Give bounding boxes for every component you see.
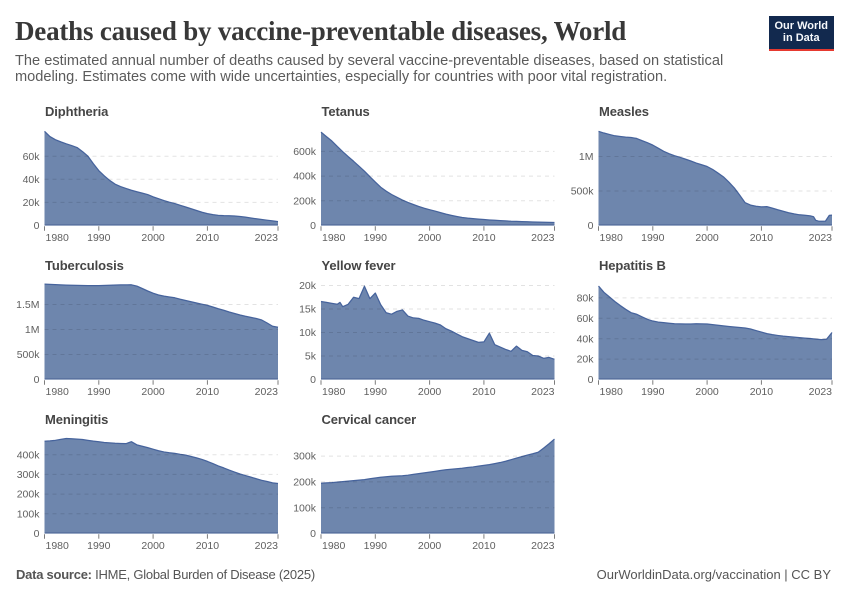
svg-text:Hepatitis B: Hepatitis B [599,258,666,273]
svg-text:40k: 40k [577,333,595,345]
svg-text:Measles: Measles [599,104,649,119]
svg-text:0: 0 [310,374,316,386]
svg-text:5k: 5k [305,351,317,363]
svg-text:0: 0 [34,374,40,386]
svg-text:0: 0 [588,374,594,386]
svg-text:2000: 2000 [141,232,165,244]
svg-text:2010: 2010 [196,386,220,398]
svg-text:200k: 200k [17,489,41,501]
svg-text:1980: 1980 [322,386,346,398]
svg-text:1990: 1990 [641,386,665,398]
svg-text:200k: 200k [293,195,317,207]
svg-text:1980: 1980 [322,540,346,552]
svg-text:1M: 1M [579,151,594,163]
svg-text:Tetanus: Tetanus [322,104,370,119]
svg-text:60k: 60k [577,313,595,325]
svg-text:1990: 1990 [641,232,665,244]
svg-text:2000: 2000 [418,386,442,398]
svg-text:600k: 600k [293,146,317,158]
svg-text:400k: 400k [17,449,41,461]
svg-text:2023: 2023 [255,540,279,552]
svg-text:0: 0 [34,220,40,232]
svg-text:2000: 2000 [418,540,442,552]
svg-text:100k: 100k [17,508,41,520]
svg-text:2010: 2010 [750,232,774,244]
svg-text:2023: 2023 [255,386,279,398]
svg-text:2010: 2010 [196,540,220,552]
svg-text:1980: 1980 [46,232,70,244]
svg-text:10k: 10k [299,327,317,339]
svg-text:1990: 1990 [364,540,388,552]
svg-text:60k: 60k [23,151,41,163]
svg-text:2023: 2023 [531,232,555,244]
svg-text:200k: 200k [293,477,317,489]
svg-text:1990: 1990 [364,232,388,244]
svg-text:Cervical cancer: Cervical cancer [322,412,417,427]
svg-text:2023: 2023 [531,540,555,552]
svg-text:2010: 2010 [196,232,220,244]
svg-text:100k: 100k [293,502,317,514]
svg-text:2010: 2010 [472,232,496,244]
svg-text:1990: 1990 [87,232,111,244]
svg-text:Meningitis: Meningitis [45,412,108,427]
svg-text:Tuberculosis: Tuberculosis [45,258,124,273]
svg-text:300k: 300k [17,469,41,481]
svg-text:0: 0 [310,528,316,540]
svg-text:500k: 500k [17,349,41,361]
svg-text:2023: 2023 [809,232,833,244]
svg-text:1980: 1980 [46,540,70,552]
svg-text:1.5M: 1.5M [16,299,39,311]
svg-text:20k: 20k [299,280,317,292]
svg-text:2000: 2000 [418,232,442,244]
svg-text:400k: 400k [293,171,317,183]
svg-text:2010: 2010 [750,386,774,398]
svg-text:0: 0 [588,220,594,232]
svg-text:1980: 1980 [600,386,624,398]
svg-text:1980: 1980 [322,232,346,244]
svg-text:2023: 2023 [809,386,833,398]
svg-text:1990: 1990 [87,540,111,552]
svg-text:2023: 2023 [531,386,555,398]
svg-text:0: 0 [310,220,316,232]
svg-text:2000: 2000 [141,386,165,398]
svg-text:500k: 500k [571,186,595,198]
svg-text:80k: 80k [577,293,595,305]
svg-text:20k: 20k [577,354,595,366]
svg-text:2023: 2023 [255,232,279,244]
svg-text:40k: 40k [23,174,41,186]
svg-text:2010: 2010 [472,386,496,398]
svg-text:2010: 2010 [472,540,496,552]
svg-text:1M: 1M [25,324,40,336]
svg-text:Yellow fever: Yellow fever [322,258,396,273]
svg-text:2000: 2000 [695,386,719,398]
svg-text:1990: 1990 [364,386,388,398]
svg-text:20k: 20k [23,197,41,209]
svg-text:1980: 1980 [600,232,624,244]
svg-text:2000: 2000 [695,232,719,244]
svg-text:1980: 1980 [46,386,70,398]
svg-text:0: 0 [34,528,40,540]
svg-text:Diphtheria: Diphtheria [45,104,109,119]
svg-text:1990: 1990 [87,386,111,398]
svg-text:300k: 300k [293,451,317,463]
svg-text:15k: 15k [299,304,317,316]
svg-text:2000: 2000 [141,540,165,552]
